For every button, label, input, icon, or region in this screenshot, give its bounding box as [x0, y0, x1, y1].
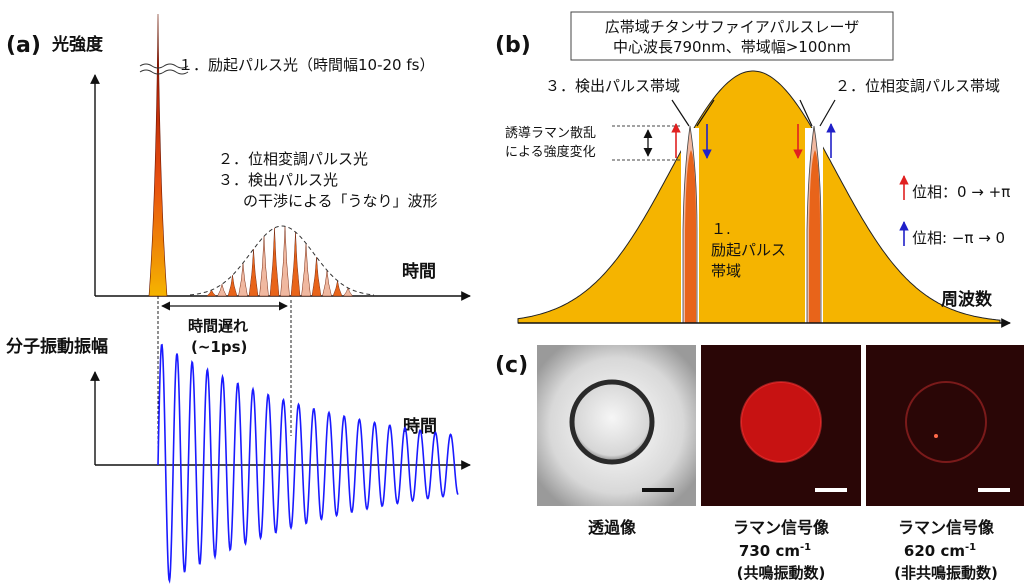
beat-peak [248, 249, 259, 297]
phase-band-pointer [799, 99, 813, 127]
raman-change-label-1: 誘導ラマン散乱 [505, 126, 596, 141]
probe-band-pointer-2 [696, 99, 715, 127]
note-probe-pulse: ３．検出パルス光 [218, 171, 338, 189]
beat-peak [238, 262, 248, 297]
beat-envelope [189, 225, 375, 296]
beat-peak [301, 243, 311, 297]
probe-band-label: ３．検出パルス帯域 [545, 77, 680, 95]
note-excitation-pulse: １．励起パルス光（時間幅10-20 fs） [178, 56, 434, 74]
beat-peak [227, 275, 238, 297]
img2-note: (共鳴振動数) [737, 564, 826, 582]
raman-image-730 [701, 345, 861, 506]
phase-band-pointer-2 [819, 99, 836, 127]
transmission-image [537, 345, 696, 506]
beat-peak [280, 226, 290, 297]
excitation-pulse-spike [148, 13, 168, 297]
droplet [569, 379, 655, 465]
axis-break-mark-2 [139, 69, 189, 75]
panel-c: (c) 透過像 ラマン信号像 730 cm-1 (共鳴振動数) ラマン信号像 6… [495, 345, 1024, 582]
scale-bar-1 [642, 488, 674, 492]
panel-c-label: (c) [495, 353, 528, 378]
raman-change-label-2: による強度変化 [505, 144, 596, 160]
amplitude-axis-label: 分子振動振幅 [6, 336, 108, 357]
img2-freq: 730 cm-1 [739, 542, 811, 560]
raman-image-620 [866, 345, 1024, 506]
img3-freq: 620 cm-1 [904, 542, 976, 560]
panel-a: (a) 光強度 時間 １．励起パルス光（時間幅10-20 fs） ２．位相変調パ… [6, 13, 471, 584]
probe-band-pointer [671, 99, 690, 127]
img3-caption: ラマン信号像 [898, 518, 995, 537]
time-axis-bottom-label: 時間 [403, 416, 437, 437]
beat-peak [290, 232, 301, 297]
scale-bar-2 [815, 488, 847, 492]
beat-peak [311, 257, 322, 297]
damped-oscillation [157, 343, 459, 584]
excite-band-label-3: 帯域 [711, 262, 741, 280]
phase-band-dark [809, 150, 820, 323]
beat-peak [217, 284, 227, 297]
phase-band-label: ２．位相変調パルス帯域 [835, 77, 1000, 95]
img3-note: (非共鳴振動数) [894, 564, 998, 582]
laser-spec: 中心波長790nm、帯域幅>100nm [613, 38, 851, 56]
raman-faint-ring [905, 381, 987, 463]
scale-bar-3 [978, 488, 1010, 492]
raman-disk-edge [740, 381, 822, 463]
panel-a-label: (a) [6, 33, 41, 58]
probe-band-dark [685, 150, 696, 323]
panel-b: (b) 広帯域チタンサファイアパルスレーザ 中心波長790nm、帯域幅>100n… [495, 11, 1011, 328]
raman-signal-disk [741, 382, 821, 462]
legend-phase-minus: 位相: −π → 0 [912, 229, 1005, 247]
note-beat-waveform: の干渉による「うなり」波形 [243, 192, 438, 210]
beat-peak [332, 280, 343, 297]
img1-caption: 透過像 [588, 518, 637, 537]
beat-peak [206, 289, 217, 297]
delay-value: (~1ps) [191, 338, 247, 356]
intensity-axis-label: 光強度 [51, 34, 104, 55]
frequency-axis-label: 周波数 [941, 289, 993, 310]
beat-peak [342, 287, 354, 297]
laser-spectrum [517, 70, 1001, 324]
excite-band-label-1: １. [711, 220, 731, 238]
delay-label: 時間遅れ [188, 317, 248, 335]
laser-info-box [570, 11, 894, 61]
note-phase-pulse: ２．位相変調パルス光 [218, 150, 368, 168]
raman-speck [934, 434, 938, 438]
beat-peak [259, 236, 269, 297]
legend-phase-plus: 位相：0 → +π [912, 183, 1010, 201]
raman-620-background [866, 345, 1024, 506]
img2-caption: ラマン信号像 [733, 518, 830, 537]
time-axis-top-label: 時間 [402, 261, 436, 282]
beat-waveform [206, 226, 354, 297]
beat-peak [269, 227, 280, 297]
panel-b-label: (b) [495, 33, 531, 58]
excite-band-label-2: 励起パルス [711, 241, 786, 259]
axis-break-mark [139, 63, 189, 69]
laser-title: 広帯域チタンサファイアパルスレーザ [605, 18, 859, 36]
